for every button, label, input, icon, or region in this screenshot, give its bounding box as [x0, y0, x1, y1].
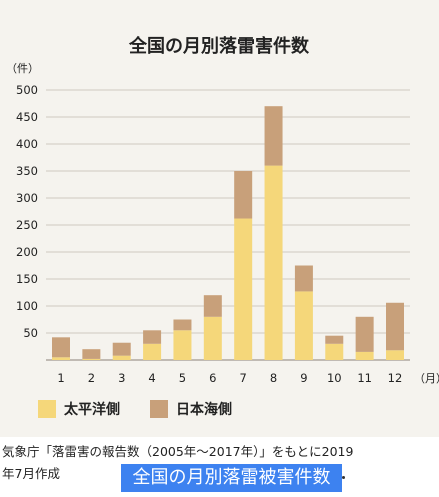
- bar-segment-pacific: [386, 350, 404, 360]
- y-tick-label: 350: [16, 164, 38, 178]
- y-tick-label: 250: [16, 218, 38, 232]
- x-axis-unit: （月）: [414, 372, 439, 385]
- bar-segment-pacific: [355, 351, 374, 360]
- bar-segment-pacific: [325, 343, 344, 360]
- caption-line-1: 気象庁「落雷害の報告数（2005年～2017年）」をもとに2019: [2, 444, 354, 459]
- bar-segment-pacific: [143, 343, 162, 360]
- y-tick-label: 400: [16, 137, 38, 151]
- bar-segment-japan-sea: [173, 319, 192, 331]
- bar-segment-pacific: [234, 218, 253, 360]
- bar-segment-pacific: [173, 330, 192, 360]
- bar-segment-japan-sea: [264, 106, 283, 166]
- x-tick-label: 7: [240, 371, 247, 385]
- legend-label: 日本海側: [176, 401, 232, 418]
- legend-swatch: [150, 400, 168, 418]
- y-tick-label: 450: [16, 110, 38, 124]
- y-tick-label: 300: [16, 191, 38, 205]
- y-tick-label: 50: [23, 326, 38, 340]
- bar-segment-japan-sea: [325, 335, 344, 344]
- bar-segment-pacific: [203, 316, 222, 360]
- y-tick-label: 200: [16, 245, 38, 259]
- chart-figure: 全国の月別落雷害件数 （件） 50 100 150 200 250 300 350 400 450 5…: [0, 0, 439, 437]
- bar-segment-pacific: [294, 291, 313, 360]
- y-tick-label: 100: [16, 299, 38, 313]
- x-tick-label: 3: [118, 371, 125, 385]
- bar-segment-pacific: [52, 357, 70, 360]
- x-tick-label: 6: [209, 371, 216, 385]
- bar-segment-japan-sea: [386, 302, 404, 351]
- source-caption: 気象庁「落雷害の報告数（2005年～2017年）」をもとに2019 年7月作成: [2, 441, 436, 485]
- bar-segment-japan-sea: [82, 349, 101, 359]
- x-tick-label: 10: [327, 371, 342, 385]
- caption-dot: [342, 476, 345, 479]
- x-tick-label: 8: [270, 371, 277, 385]
- x-tick-label: 2: [88, 371, 95, 385]
- bar-segment-japan-sea: [52, 337, 70, 358]
- chart-title: 全国の月別落雷害件数: [128, 35, 310, 57]
- x-tick-label: 9: [300, 371, 307, 385]
- bar-segment-japan-sea: [203, 295, 222, 317]
- bar-segment-japan-sea: [234, 171, 253, 219]
- bar-segment-japan-sea: [355, 316, 374, 352]
- x-tick-label: 5: [179, 371, 186, 385]
- bar-segment-japan-sea: [143, 330, 162, 344]
- bar-segment-pacific: [82, 358, 101, 360]
- legend-swatch: [38, 400, 56, 418]
- y-tick-label: 150: [16, 272, 38, 286]
- x-tick-label: 12: [388, 371, 403, 385]
- bar-segment-pacific: [112, 355, 131, 360]
- bar-segment-pacific: [264, 165, 283, 360]
- chart-svg: 全国の月別落雷害件数 （件） 50 100 150 200 250 300 350 400 450 5…: [6, 35, 439, 418]
- x-tick-label: 11: [357, 371, 372, 385]
- bar-segment-japan-sea: [112, 342, 131, 356]
- x-tick-label: 4: [148, 371, 155, 385]
- x-tick-label: 1: [57, 371, 64, 385]
- caption-highlight-label: 全国の月別落雷被害件数: [121, 464, 342, 492]
- caption-line-2: 年7月作成: [2, 466, 60, 481]
- legend-label: 太平洋側: [64, 401, 120, 418]
- bar-segment-japan-sea: [294, 265, 313, 292]
- y-axis-unit: （件）: [6, 62, 39, 75]
- y-tick-label: 500: [16, 83, 38, 97]
